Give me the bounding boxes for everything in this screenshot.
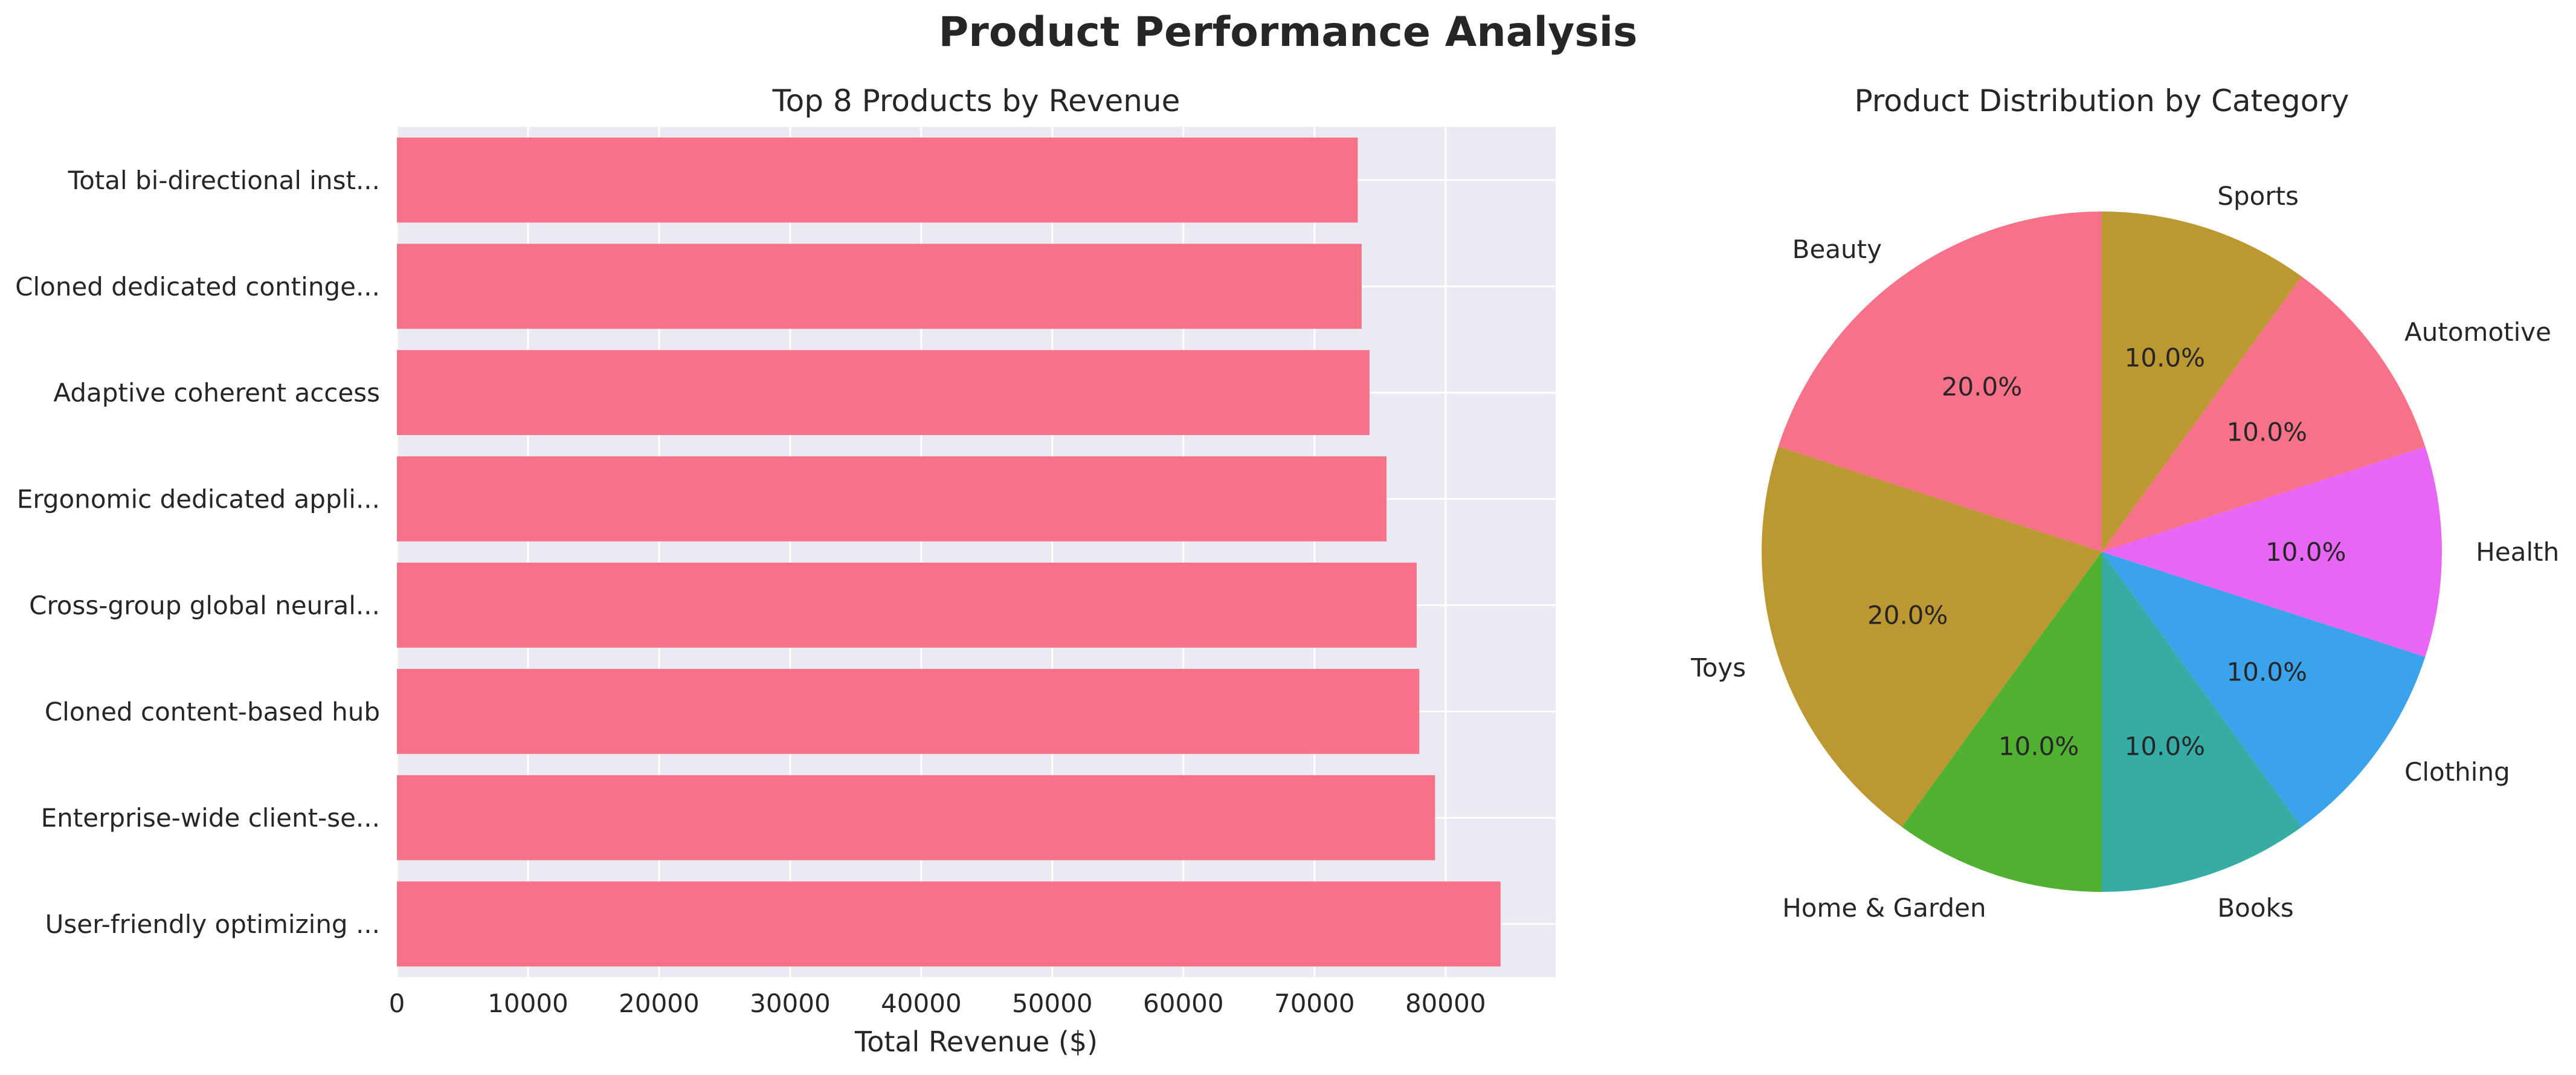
pie-percent-label: 10.0%: [2125, 731, 2205, 761]
bar: [397, 668, 1420, 754]
bar: [397, 563, 1417, 648]
bar: [397, 244, 1362, 329]
pie-slice: [1902, 552, 2102, 892]
pie-labels: Beauty Toys Home & Garden Books Clothing Heal…: [1690, 181, 2559, 923]
bar-x-tick-label: 60000: [1143, 989, 1224, 1018]
pie-percent-labels: 20.0% 20.0% 10.0% 10.0% 10.0% 10.0% 10.0% 10.0%: [1867, 343, 2346, 761]
bar-category-label: User-friendly optimizing ...: [45, 909, 380, 939]
pie-chart: Product Distribution by Category Beauty T…: [1690, 83, 2559, 923]
bar-category-label: Adaptive coherent access: [53, 378, 380, 408]
bar-x-tick-label: 0: [389, 989, 405, 1018]
bar-x-tick-label: 70000: [1274, 989, 1355, 1018]
pie-category-label: Sports: [2217, 181, 2299, 211]
bar-marks: [397, 137, 1501, 967]
pie-percent-label: 10.0%: [1998, 731, 2079, 761]
pie-percent-label: 10.0%: [2227, 417, 2307, 447]
pie-category-label: Toys: [1690, 653, 1746, 682]
bar-category-label: Cloned content-based hub: [45, 697, 380, 726]
bar: [397, 881, 1501, 967]
pie-category-label: Health: [2476, 537, 2559, 567]
bar-x-tick-label: 80000: [1405, 989, 1486, 1018]
pie-category-label: Beauty: [1792, 234, 1882, 264]
bar: [397, 137, 1358, 223]
pie-percent-label: 10.0%: [2265, 537, 2346, 567]
pie-category-label: Automotive: [2404, 317, 2551, 347]
pie-slice: [2102, 276, 2426, 552]
pie-slice: [2102, 552, 2426, 827]
pie-percent-label: 20.0%: [1942, 372, 2022, 402]
bar-x-ticks: 0 10000 20000 30000 40000 50000 60000 70000 8000…: [389, 989, 1486, 1018]
bar-x-tick-label: 10000: [488, 989, 568, 1018]
bar-chart: Top 8 Products by Revenue 0 10000 20000 300…: [15, 83, 1556, 1058]
pie-percent-label: 10.0%: [2227, 657, 2307, 687]
bar-y-labels: User-friendly optimizing ... Enterprise-w…: [15, 166, 380, 939]
pie-slice: [1778, 211, 2102, 552]
bar-category-label: Total bi-directional inst...: [68, 166, 380, 195]
pie-percent-label: 10.0%: [2125, 343, 2205, 373]
pie-slice: [2102, 447, 2442, 657]
figure-title: Product Performance Analysis: [938, 8, 1638, 56]
pie-slice: [2102, 211, 2302, 552]
pie-chart-title: Product Distribution by Category: [1855, 83, 2349, 118]
pie-category-label: Home & Garden: [1782, 893, 1986, 923]
bar-category-label: Cloned dedicated continge...: [15, 272, 380, 302]
bar: [397, 775, 1435, 860]
pie-category-label: Books: [2217, 893, 2293, 923]
bar-x-tick-label: 20000: [619, 989, 700, 1018]
pie-category-label: Clothing: [2404, 757, 2510, 787]
pie-slice: [2102, 552, 2302, 892]
bar-x-axis-label: Total Revenue ($): [854, 1025, 1098, 1058]
pie-slices: [1762, 211, 2442, 892]
bar-category-label: Cross-group global neural...: [29, 590, 380, 620]
bar-x-tick-label: 50000: [1012, 989, 1093, 1018]
bar-category-label: Enterprise-wide client-se...: [41, 803, 380, 833]
bar-category-label: Ergonomic dedicated appli...: [17, 485, 380, 514]
bar: [397, 350, 1370, 436]
pie-slice: [1762, 447, 2102, 827]
bar-x-tick-label: 40000: [881, 989, 962, 1018]
bar: [397, 456, 1387, 541]
pie-percent-label: 20.0%: [1867, 600, 1948, 630]
bar-x-tick-label: 30000: [750, 989, 831, 1018]
bar-chart-title: Top 8 Products by Revenue: [772, 83, 1180, 118]
